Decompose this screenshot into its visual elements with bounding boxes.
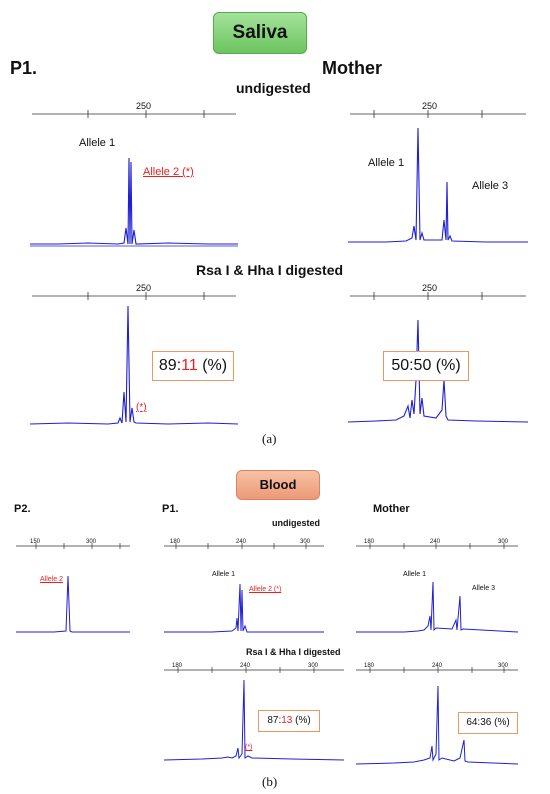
- tick-label-300: 300: [498, 539, 509, 545]
- tick-label-180: 180: [172, 663, 183, 669]
- tick-label-300: 300: [308, 663, 319, 669]
- trace-line: [356, 581, 519, 633]
- tick-label-150: 150: [30, 539, 41, 545]
- ratio-major: 89: [158, 357, 177, 374]
- p2-label-b: P2.: [14, 503, 31, 515]
- caption-a: (a): [262, 431, 277, 446]
- mother-ratio-box-a: 50:50 (%): [383, 351, 469, 381]
- tick-label-180: 180: [364, 539, 375, 545]
- mother-digested-electropherogram-b: 180 240 300: [355, 663, 519, 765]
- p1-label-b: P1.: [162, 503, 179, 515]
- ratio-minor: 11: [181, 357, 198, 374]
- tick-label-250: 250: [136, 283, 151, 293]
- tick-label-300: 300: [300, 539, 311, 545]
- p1-allele1-label-a: Allele 1: [79, 137, 116, 149]
- tick-label-240: 240: [236, 539, 247, 545]
- p1-allele2-label-a: Allele 2 (*): [143, 166, 194, 178]
- blood-badge: Blood: [236, 470, 320, 500]
- trace-line: [30, 157, 238, 245]
- mother-undigested-electropherogram: 250: [348, 101, 528, 243]
- saliva-badge: Saliva: [213, 12, 307, 54]
- undigested-title-a: undigested: [236, 80, 311, 96]
- ratio-suffix: (%): [202, 357, 228, 374]
- mother-label-a: Mother: [322, 58, 382, 78]
- mother-allele3-label-b: Allele 3: [472, 585, 495, 592]
- undigested-title-b: undigested: [272, 518, 321, 528]
- p2-electropherogram: 150 300: [16, 539, 130, 633]
- p1-label-a: P1.: [10, 58, 38, 78]
- trace-line: [16, 575, 130, 633]
- mother-allele1-label-b: Allele 1: [403, 571, 426, 578]
- mother-allele1-label-a: Allele 1: [368, 157, 405, 169]
- p1-star-label-a: (*): [136, 402, 147, 413]
- p1-digested-electropherogram: 250: [29, 283, 239, 425]
- mother-undigested-electropherogram-b: 180 240 300: [356, 539, 519, 633]
- trace-line: [164, 583, 324, 633]
- p1-allele1-label-b: Allele 1: [212, 571, 235, 578]
- p1-ratio-box-b: 87:13 (%): [258, 710, 320, 732]
- p1-digested-electropherogram-b: 180 240 300: [163, 663, 345, 761]
- tick-label-300: 300: [498, 663, 509, 669]
- tick-label-250: 250: [422, 101, 437, 111]
- tick-label-240: 240: [240, 663, 251, 669]
- p2-allele2-label-b: Allele 2: [40, 576, 63, 583]
- caption-b: (b): [262, 774, 278, 789]
- trace-line: [163, 679, 345, 761]
- tick-label-250: 250: [422, 283, 437, 293]
- trace-line: [348, 127, 528, 243]
- p1-allele2-label-b: Allele 2 (*): [249, 586, 282, 593]
- digested-title-a: Rsa I & Hha I digested: [196, 262, 344, 278]
- p1-ratio-box-a: 89:11 (%): [152, 351, 234, 381]
- ratio-suffix: (%): [295, 715, 311, 726]
- mother-ratio-box-b: 64:36 (%): [458, 712, 518, 734]
- mother-allele3-label-a: Allele 3: [472, 180, 509, 192]
- trace-line: [355, 685, 519, 765]
- p1-star-label-b: (*): [245, 744, 253, 751]
- tick-label-240: 240: [432, 663, 443, 669]
- p1-undigested-electropherogram: 250: [30, 101, 238, 247]
- tick-label-240: 240: [430, 539, 441, 545]
- tick-label-180: 180: [170, 539, 181, 545]
- digested-title-b: Rsa I & Hha I digested: [246, 647, 341, 657]
- tick-label-300: 300: [86, 539, 97, 545]
- trace-line: [29, 305, 239, 425]
- mother-label-b: Mother: [373, 503, 410, 515]
- tick-label-180: 180: [364, 663, 375, 669]
- p1-undigested-electropherogram-b: 180 240 300: [164, 539, 324, 633]
- ratio-major: 87: [267, 715, 279, 726]
- ratio-minor: 13: [281, 715, 293, 726]
- tick-label-250: 250: [136, 101, 151, 111]
